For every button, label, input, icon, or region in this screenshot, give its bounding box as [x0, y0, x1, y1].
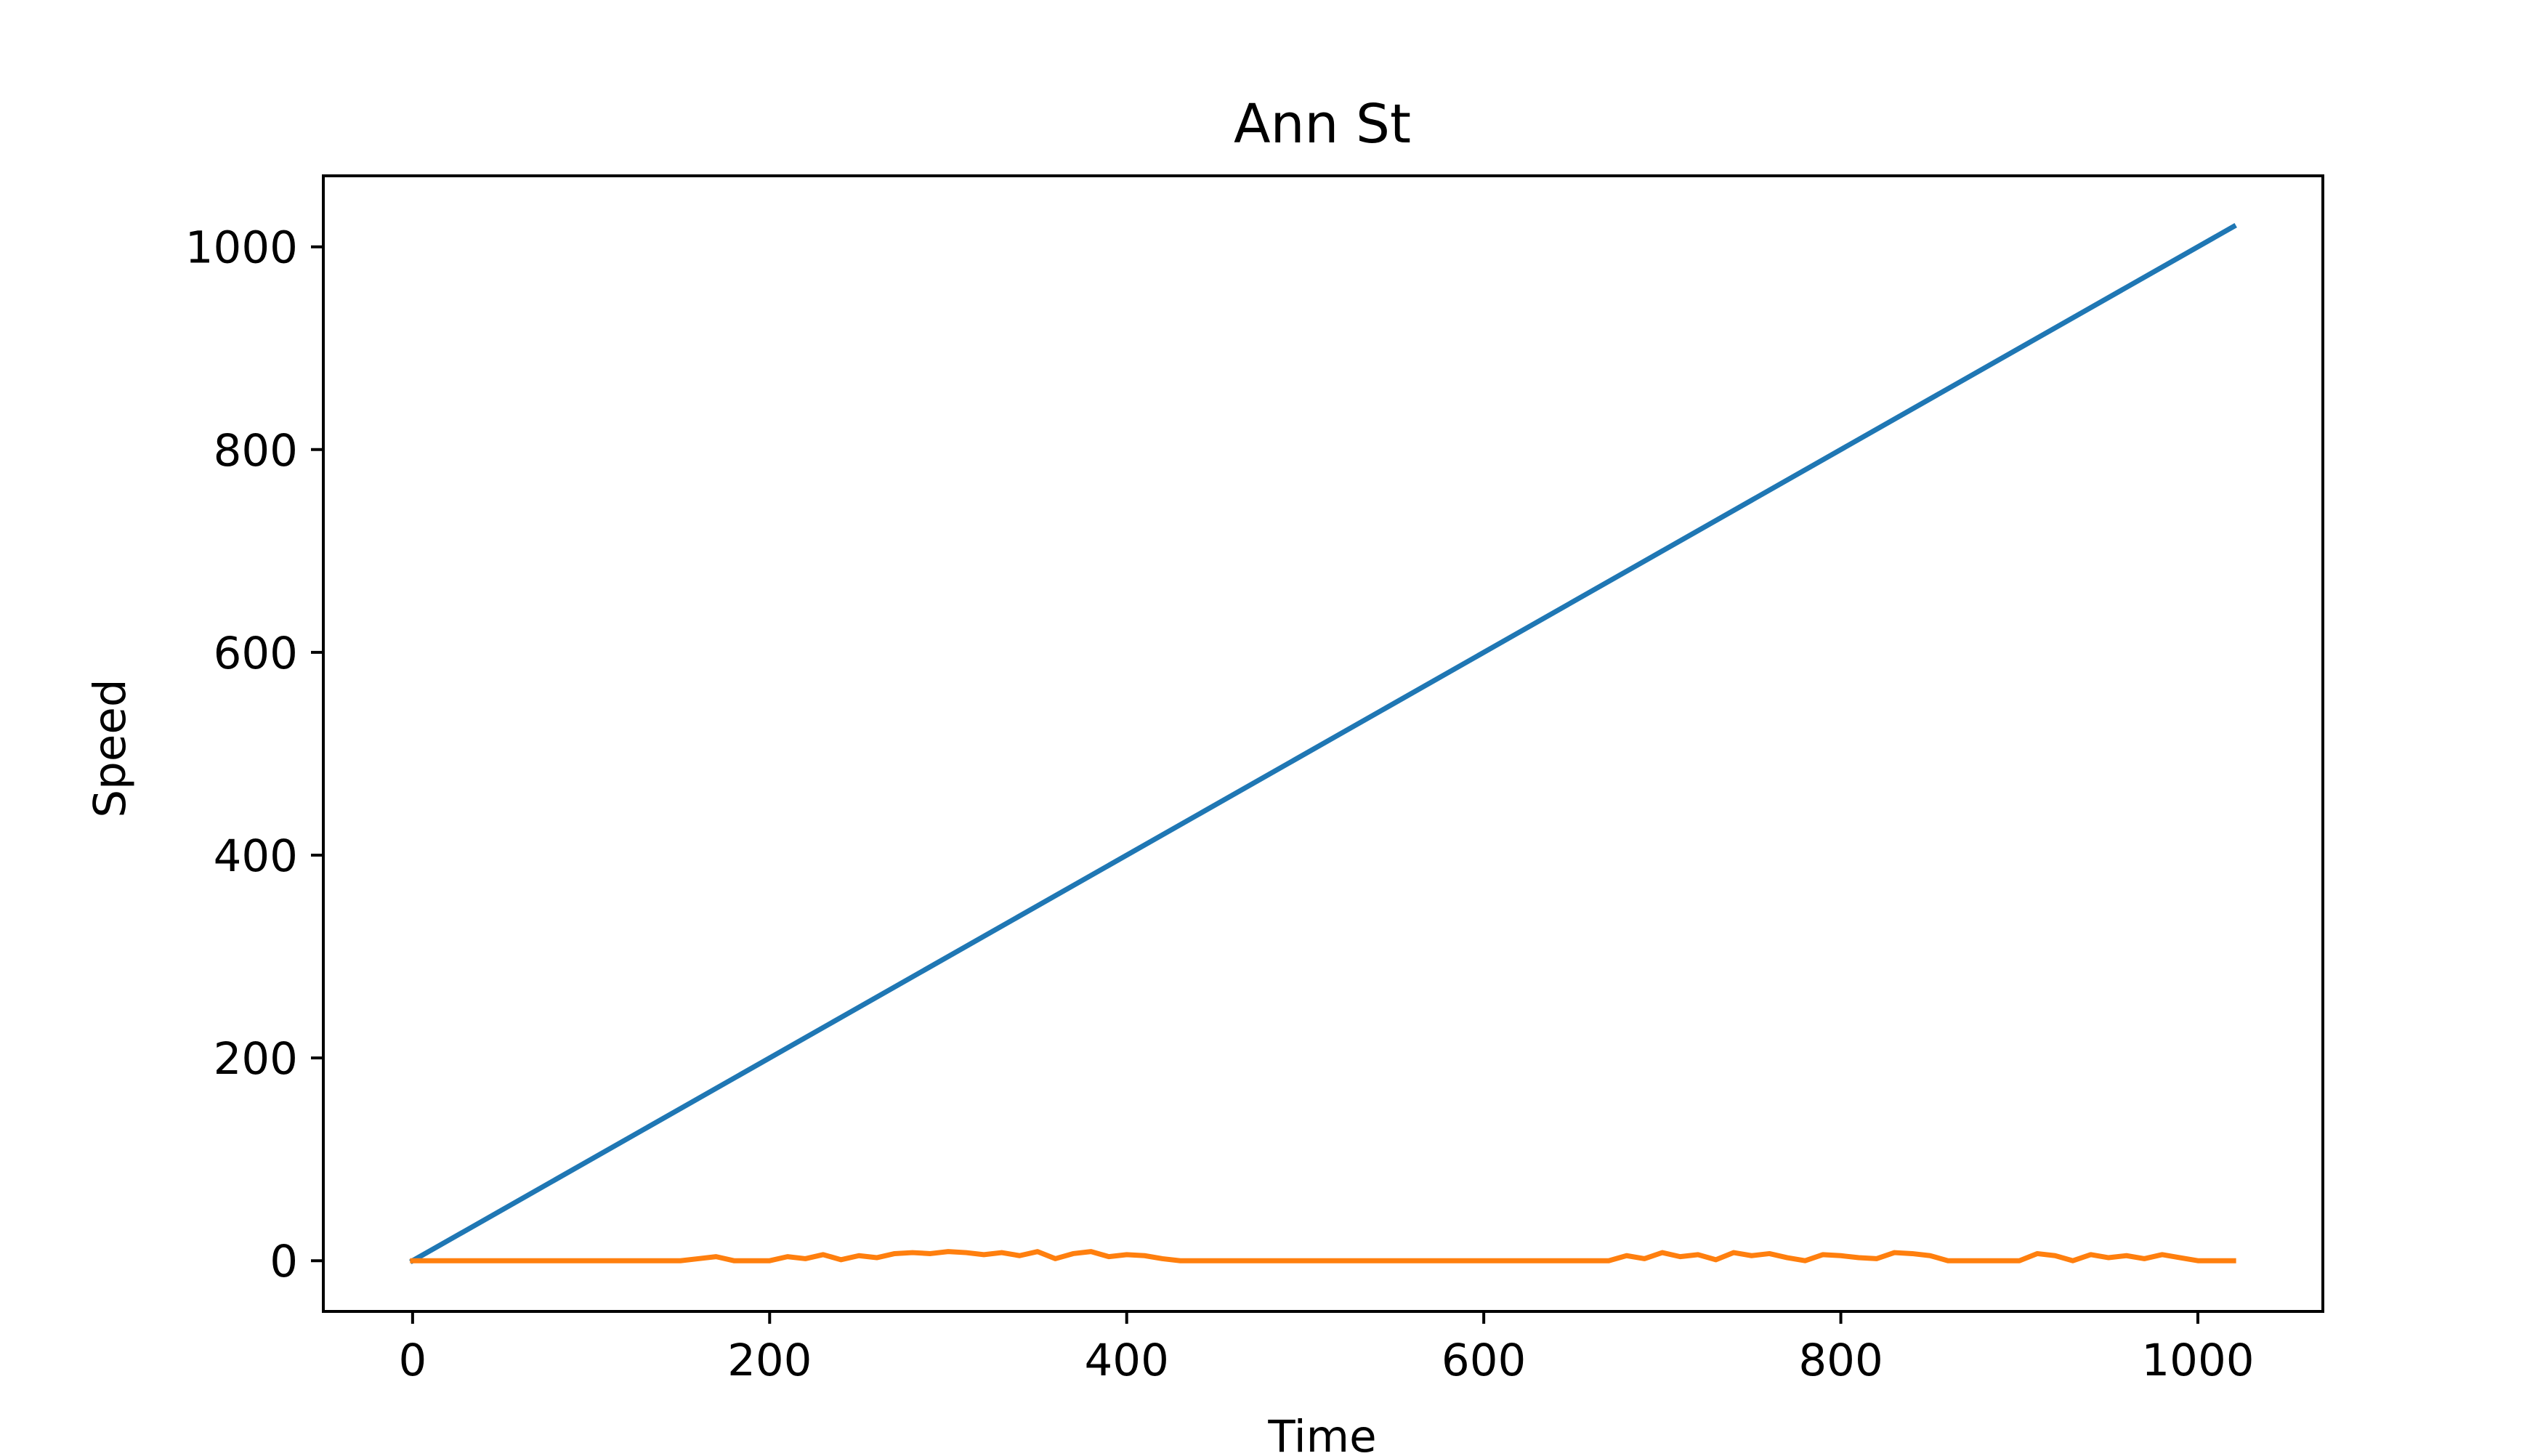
plot-area: [409, 223, 2237, 1264]
series-line-2: [410, 1249, 2236, 1263]
x-tick-label: 0: [398, 1335, 426, 1386]
y-tick-label: 0: [270, 1236, 298, 1287]
y-tick-label: 400: [214, 830, 298, 882]
x-tick-label: 600: [1442, 1335, 1526, 1386]
x-tick-label: 1000: [2141, 1335, 2254, 1386]
x-tick-label: 200: [727, 1335, 812, 1386]
y-tick-label: 600: [214, 628, 298, 679]
x-tick-label: 400: [1084, 1335, 1168, 1386]
y-tick-label: 200: [214, 1033, 298, 1085]
chart-title: Ann St: [1234, 93, 1411, 155]
plot-frame: [322, 174, 2324, 1313]
y-tick-label: 800: [214, 425, 298, 477]
x-axis-label: Time: [1267, 1411, 1376, 1453]
x-tick-label: 800: [1798, 1335, 1883, 1386]
axes: 0 200 400 600 800 1000 0 200 400 600 800 1000: [185, 174, 2324, 1386]
y-tick-label: 1000: [185, 222, 298, 274]
series-line-1: [409, 223, 2237, 1264]
y-axis-label: Speed: [84, 679, 136, 817]
